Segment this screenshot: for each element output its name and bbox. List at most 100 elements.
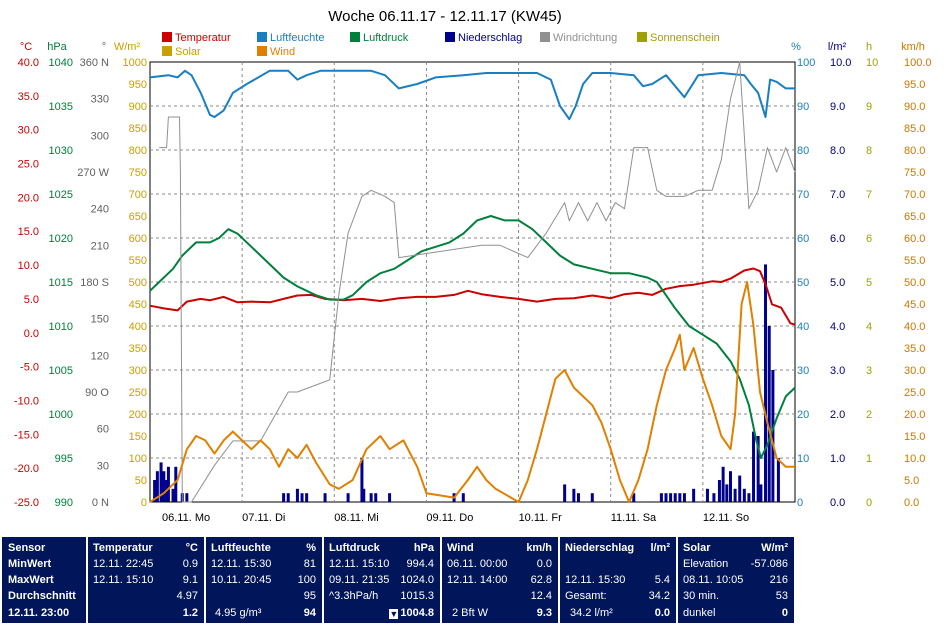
temperature-max-time: 12.11. 15:10 xyxy=(93,574,154,586)
solar-tick-label: 100 xyxy=(129,453,147,465)
wind-title: Wind xyxy=(447,542,474,554)
sunshine-tick-label: 9 xyxy=(866,101,872,113)
solar-elevation-label: Elevation xyxy=(683,558,729,570)
solar-axis-unit: W/m² xyxy=(114,41,141,53)
solar-tick-label: 150 xyxy=(129,431,147,443)
pressure-current: ▼ 1004.8 xyxy=(389,607,434,619)
row-label-min: MinWert xyxy=(8,558,52,570)
humidity-tick-label: 60 xyxy=(797,233,809,245)
wind-column: Wind km/h 06.11. 00:00 0.0 12.11. 14:00 … xyxy=(442,537,558,623)
pressure-tick-label: 1020 xyxy=(49,233,73,245)
wind-tick-label: 20.0 xyxy=(904,409,925,421)
rain-bar xyxy=(576,493,580,502)
solar-tick-label: 850 xyxy=(129,123,147,135)
temperature-min-time: 12.11. 22:45 xyxy=(93,558,154,570)
direction-tick-label: 90 O xyxy=(85,387,109,399)
wind-tick-label: 45.0 xyxy=(904,299,925,311)
solar-average: 53 xyxy=(775,590,788,602)
wind-tick-label: 35.0 xyxy=(904,343,925,355)
humidity-unit: % xyxy=(306,542,316,554)
temperature-max-value: 9.1 xyxy=(182,574,198,586)
pressure-tick-label: 1015 xyxy=(49,277,73,289)
humidity-tick-label: 20 xyxy=(797,409,809,421)
humidity-tick-label: 50 xyxy=(797,277,809,289)
wind-tick-label: 15.0 xyxy=(904,431,925,443)
series-line-pressure xyxy=(149,215,796,459)
solar-tick-label: 800 xyxy=(129,145,147,157)
pressure-tick-label: 1035 xyxy=(49,101,73,113)
humidity-tick-label: 30 xyxy=(797,365,809,377)
rain-bar xyxy=(776,458,780,502)
humidity-axis-unit: % xyxy=(791,41,801,53)
humidity-tick-label: 40 xyxy=(797,321,809,333)
rain-bar xyxy=(174,466,178,502)
rain-bar xyxy=(374,493,378,502)
wind-axis-unit: km/h xyxy=(901,41,925,53)
pressure-column: Luftdruck hPa 12.11. 15:10 994.4 09.11. … xyxy=(324,537,440,623)
axis-ticks: 40.035.030.025.020.015.010.05.00.0-5.0-1… xyxy=(14,57,932,509)
current-timestamp: 12.11. 23:00 xyxy=(8,607,70,619)
x-axis-day-label: 06.11. Mo xyxy=(162,512,210,524)
rain-bar xyxy=(767,326,771,502)
legend-swatch xyxy=(162,46,172,56)
solar-column: Solar W/m² Elevation -57.086 08.11. 10:0… xyxy=(678,537,794,623)
rain-bar xyxy=(747,493,751,502)
wind-tick-label: 55.0 xyxy=(904,255,925,267)
rain-bar xyxy=(664,493,668,502)
rain-bar xyxy=(669,493,673,502)
row-label-max: MaxWert xyxy=(8,574,54,586)
temperature-tick-label: 5.0 xyxy=(24,294,39,306)
sunshine-tick-label: 5 xyxy=(866,277,872,289)
direction-tick-label: 210 xyxy=(91,240,109,252)
wind-tick-label: 50.0 xyxy=(904,277,925,289)
legend-swatch xyxy=(637,32,647,42)
solar-tick-label: 450 xyxy=(129,299,147,311)
rain-bar xyxy=(742,488,746,502)
wind-tick-label: 75.0 xyxy=(904,167,925,179)
sunshine-tick-label: 0 xyxy=(866,497,872,509)
wind-tick-label: 85.0 xyxy=(904,123,925,135)
humidity-tick-label: 90 xyxy=(797,101,809,113)
x-axis-day-label: 10.11. Fr xyxy=(519,512,563,524)
rain-total: 34.2 xyxy=(648,590,670,602)
direction-tick-label: 60 xyxy=(97,424,109,436)
legend-label: Solar xyxy=(175,46,201,58)
solar-avg-label: 30 min. xyxy=(683,590,720,602)
rain-tick-label: 6.0 xyxy=(830,233,845,245)
humidity-current: 94 xyxy=(303,607,316,619)
rain-unit: l/m² xyxy=(650,542,670,554)
wind-tick-label: 80.0 xyxy=(904,145,925,157)
temperature-tick-label: 35.0 xyxy=(18,91,39,103)
direction-tick-label: 270 W xyxy=(77,167,109,179)
rain-sum: 34.2 l/m² xyxy=(570,607,613,619)
solar-tick-label: 200 xyxy=(129,409,147,421)
series-line-humidity xyxy=(149,69,795,121)
sunshine-tick-label: 2 xyxy=(866,409,872,421)
rain-bar xyxy=(369,493,373,502)
solar-tick-label: 550 xyxy=(129,255,147,267)
rain-bar xyxy=(295,488,299,502)
pressure-tick-label: 1010 xyxy=(49,321,73,333)
humidity-absolute: 4.95 g/m³ xyxy=(215,607,262,619)
sunshine-tick-label: 6 xyxy=(866,233,872,245)
temperature-tick-label: 40.0 xyxy=(18,57,39,69)
solar-tick-label: 500 xyxy=(129,277,147,289)
humidity-tick-label: 70 xyxy=(797,189,809,201)
pressure-current-value: 1004.8 xyxy=(400,607,434,619)
rain-bar xyxy=(300,493,304,502)
wind-tick-label: 100.0 xyxy=(904,57,932,69)
solar-current: 0 xyxy=(781,607,788,619)
axis-headers: °C hPa ° W/m²% l/m² h km/h xyxy=(20,41,925,53)
legend-label: Niederschlag xyxy=(458,32,522,44)
x-axis-labels: 06.11. Mo 07.11. Di 08.11. Mi 09.11. Do 10.1… xyxy=(162,512,749,524)
rain-bar xyxy=(771,370,775,502)
rain-bar xyxy=(738,475,742,502)
rain-bar xyxy=(756,436,760,502)
rain-total-label: Gesamt: xyxy=(565,590,607,602)
sunshine-tick-label: 10 xyxy=(866,57,878,69)
rain-bar xyxy=(572,488,576,502)
x-axis-day-label: 11.11. Sa xyxy=(611,512,657,524)
solar-tick-label: 600 xyxy=(129,233,147,245)
rain-tick-label: 9.0 xyxy=(830,101,845,113)
temperature-tick-label: 15.0 xyxy=(18,226,39,238)
